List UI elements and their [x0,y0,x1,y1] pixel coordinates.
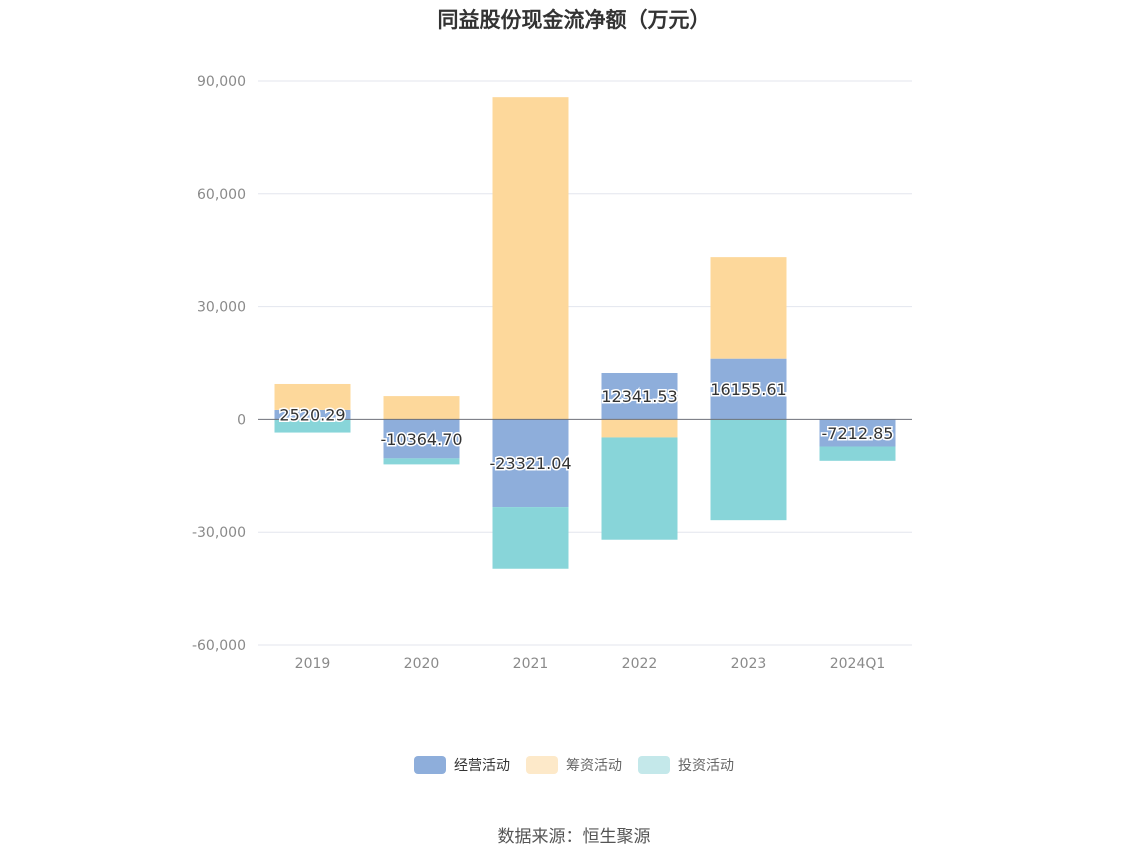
bar-financing-2022 [601,419,678,438]
x-tick-label: 2024Q1 [830,656,886,672]
bar-investing-2023 [710,419,787,521]
chart-canvas: 90,000 60,000 30,000 0 -30,000 -60,000 2019 202… [192,74,912,672]
bar-investing-2020 [383,458,460,465]
data-label-operating: 16155.61 [710,380,786,399]
x-tick-label: 2019 [295,656,331,672]
data-label-operating: 12341.53 [601,387,677,406]
bar-investing-2019 [274,419,351,433]
data-label-operating: -23321.04 [489,454,571,473]
bar-financing-2019 [274,383,351,410]
bar-investing-2021 [492,507,569,569]
legend-item-investing[interactable]: 投资活动 [638,755,734,775]
bar-investing-2022 [601,437,678,540]
bar-operating-2022 [601,372,678,420]
y-tick-label: 90,000 [197,74,246,90]
legend-item-operating[interactable]: 经营活动 [414,755,510,775]
x-tick-label: 2020 [404,656,440,672]
bar-operating-2019 [274,409,351,420]
bar-operating-2023 [710,358,787,420]
y-tick-label: -60,000 [192,638,246,654]
bar-financing-2023 [710,257,787,359]
y-tick-label: -30,000 [192,525,246,541]
x-tick-label: 2021 [513,656,549,672]
bar-investing-2024Q1 [819,446,896,461]
bar-layer [274,97,896,569]
legend-label-investing: 投资活动 [678,758,734,774]
legend-label-operating: 经营活动 [454,758,510,774]
bar-operating-2020 [383,419,460,459]
legend-label-financing: 筹资活动 [566,758,622,774]
legend-item-financing[interactable]: 筹资活动 [526,755,622,775]
legend-swatch-financing [526,756,558,774]
chart-title: 同益股份现金流净额（万元） [437,8,711,32]
source-note: 数据来源：恒生聚源 [497,827,651,847]
y-tick-label: 0 [237,412,246,428]
grid-layer [258,80,912,646]
legend-swatch-investing [638,756,670,774]
bar-financing-2021 [492,97,569,420]
x-tick-label: 2023 [731,656,767,672]
data-label-operating: -7212.85 [822,424,894,443]
y-tick-label: 60,000 [197,187,246,203]
legend: 经营活动 筹资活动 投资活动 [0,755,1148,775]
label-layer: 2520.29 -10364.70 -23321.04 12341.53 16155.6… [278,379,895,475]
x-tick-label: 2022 [622,656,658,672]
bar-operating-2021 [492,419,569,508]
legend-swatch-operating [414,756,446,774]
data-label-operating: 2520.29 [279,406,345,425]
bar-operating-2024Q1 [819,419,896,447]
axis-layer: 90,000 60,000 30,000 0 -30,000 -60,000 2019 202… [192,74,912,672]
bar-financing-2020 [383,396,460,420]
data-label-operating: -10364.70 [380,430,462,449]
y-tick-label: 30,000 [197,300,246,316]
